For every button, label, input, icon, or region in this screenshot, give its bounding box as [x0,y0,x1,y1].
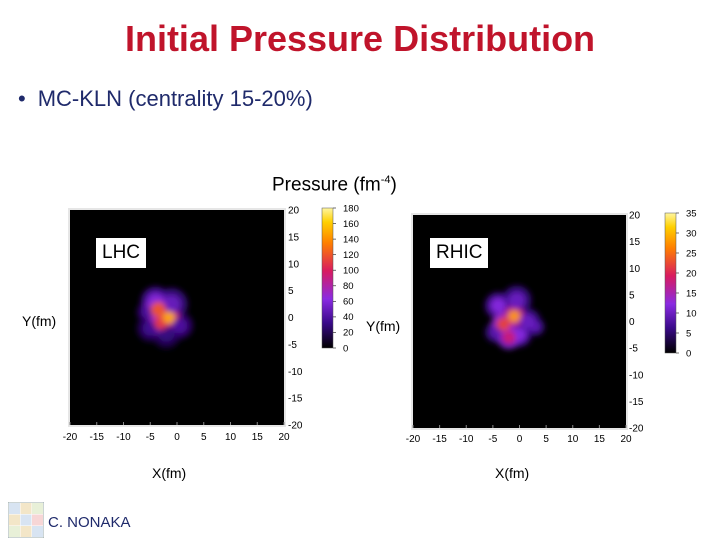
colorbar-tick-label: 60 [343,297,354,308]
colorbar-tick-label: 0 [343,343,348,354]
heatmap-blob [142,320,158,336]
colorbar-tick-label: 25 [686,248,697,259]
x-tick-label: 20 [620,434,632,445]
x-tick-label: -15 [90,432,105,443]
heatmap-blob [520,314,535,329]
heatmap-blob [502,330,516,345]
colorbar-tick-label: 5 [686,328,691,339]
x-tick-label: 0 [174,432,180,443]
colorbar-tick-label: 35 [686,208,697,219]
colorbar-title-exponent: -4 [380,174,391,186]
y-tick-label: 20 [629,211,641,222]
y-tick-label: 15 [629,237,641,248]
x-tick-label: 5 [543,434,549,445]
y-tick-label: 5 [629,290,635,301]
heatmap-blob [489,326,502,339]
colorbar-tick-label: 100 [343,266,359,277]
y-tick-label: 10 [288,259,300,270]
x-tick-label: -20 [63,432,78,443]
colorbar [321,207,334,349]
heatmap-blob [508,310,521,323]
colorbar-tick-label: 20 [686,268,697,279]
y-tick-label: -15 [288,394,303,405]
colorbar-tick-label: 10 [686,308,697,319]
panel-label-rhic: RHIC [430,238,489,268]
y-tick-label: 20 [288,206,300,217]
slide-title: Initial Pressure Distribution [124,18,596,59]
heatmap-blob [162,311,175,324]
y-tick-label: 0 [288,313,294,324]
x-tick-label: -5 [488,434,497,445]
colorbar-tick-label: 180 [343,203,359,214]
colorbar-title: Pressure (fm-4) [272,174,397,196]
y-axis-label-lhc: Y(fm) [22,313,57,329]
colorbar-tick-label: 120 [343,250,359,261]
bullet-text: MC-KLN (centrality 15-20%) [37,86,313,111]
heatmap-blob [508,291,526,309]
colorbar-tick-label: 0 [686,348,691,359]
y-tick-label: -15 [629,397,644,408]
x-tick-label: 5 [201,432,207,443]
y-tick-label: -20 [629,424,644,435]
x-tick-label: 20 [278,432,290,443]
colorbar-tick-label: 20 [343,328,354,339]
x-tick-label: -10 [116,432,131,443]
heatmap-blob [490,298,506,313]
heatmap-blob [162,295,181,314]
heatmap-blobs [484,285,545,350]
heatmap-blobs [136,286,194,349]
bullet-point: • MC-KLN (centrality 15-20%) [18,86,313,112]
x-tick-label: -10 [459,434,474,445]
colorbar-tick-label: 160 [343,219,359,230]
x-tick-label: -5 [146,432,155,443]
colorbar-title-tail: ) [390,174,397,196]
y-tick-label: -5 [629,344,638,355]
colorbar [664,212,677,354]
heatmap-blob [158,325,175,342]
y-tick-label: 15 [288,232,300,243]
y-axis-label-rhic: Y(fm) [366,318,401,334]
colorbar-tick-label: 40 [343,312,354,323]
y-tick-label: -10 [629,370,644,381]
x-axis-label-rhic: X(fm) [495,465,530,481]
colorbar-tick-label: 80 [343,281,354,292]
colorbar-tick-label: 140 [343,234,359,245]
bullet-dot-icon: • [18,86,26,111]
y-tick-label: -10 [288,367,303,378]
x-tick-label: 10 [225,432,237,443]
heatmap-blob [150,301,166,317]
heatmap-blob [512,328,527,342]
y-tick-label: 0 [629,317,635,328]
heatmap-blob [172,318,188,334]
y-tick-label: -5 [288,340,297,351]
institution-logo-icon [7,501,45,539]
colorbar-title-text: Pressure (fm [272,174,381,196]
panel-label-lhc: LHC [96,238,147,268]
x-tick-label: 10 [567,434,579,445]
x-tick-label: 15 [252,432,264,443]
x-tick-label: -15 [432,434,447,445]
y-tick-label: 10 [629,264,641,275]
footer-author: C. NONAKA [48,514,131,531]
x-tick-label: -20 [406,434,421,445]
heatmap-blob [141,306,154,319]
heatmap-blob [496,317,511,331]
y-tick-label: -20 [288,421,303,432]
x-axis-label-lhc: X(fm) [152,465,187,481]
y-tick-label: 5 [288,286,294,297]
x-tick-label: 0 [517,434,523,445]
colorbar-tick-label: 30 [686,228,697,239]
x-tick-label: 15 [594,434,606,445]
colorbar-tick-label: 15 [686,288,697,299]
